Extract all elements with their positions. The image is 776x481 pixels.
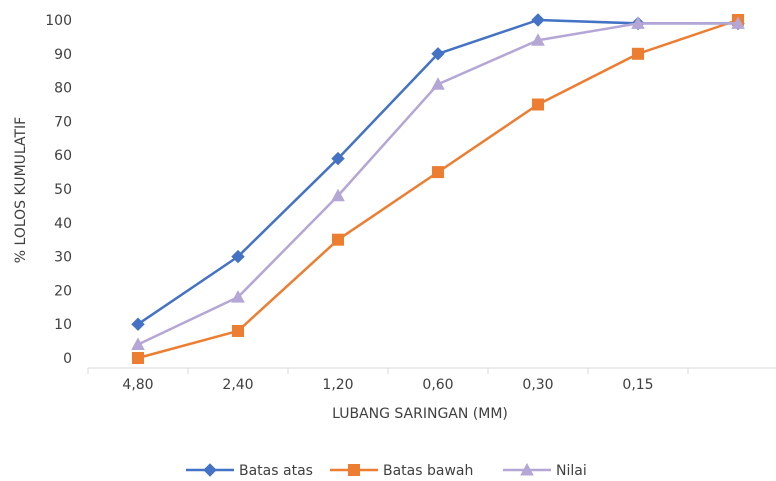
y-tick-label: 70 — [54, 114, 72, 130]
data-point — [131, 317, 145, 331]
x-tick-label: 0,30 — [522, 377, 553, 393]
legend: Batas atas Batas bawah Nilai — [186, 462, 587, 479]
legend-marker — [203, 463, 217, 477]
data-point — [131, 337, 145, 350]
y-tick-label: 100 — [45, 13, 72, 29]
data-point — [332, 233, 344, 246]
x-tick-label: 0,60 — [422, 377, 453, 393]
data-point — [331, 188, 345, 202]
legend-label: Batas bawah — [383, 463, 473, 479]
x-tick-label: 2,40 — [222, 377, 253, 393]
series-batas-bawah — [132, 14, 744, 364]
legend-marker — [520, 462, 534, 476]
y-axis-ticks: 0 10 20 30 40 50 60 70 80 90 100 — [45, 13, 72, 367]
data-point — [231, 290, 245, 303]
data-point — [331, 151, 345, 166]
x-tick-label: 1,20 — [322, 377, 353, 393]
y-tick-label: 40 — [54, 216, 72, 232]
y-tick-label: 60 — [54, 148, 72, 164]
data-point — [132, 352, 144, 364]
data-point — [531, 13, 545, 27]
y-axis-title: % LOLOS KUMULATIF — [13, 117, 29, 263]
data-point — [431, 77, 445, 90]
x-tick-label: 0,15 — [622, 377, 653, 393]
data-point — [731, 16, 745, 29]
data-point — [532, 98, 544, 111]
legend-marker — [348, 464, 360, 476]
x-tick-label: 4,80 — [122, 377, 153, 393]
legend-item: Batas bawah — [330, 463, 473, 479]
y-tick-label: 20 — [54, 283, 72, 299]
y-tick-label: 90 — [54, 47, 72, 63]
data-point — [531, 33, 545, 46]
y-tick-label: 80 — [54, 81, 72, 97]
x-axis-title: LUBANG SARINGAN (MM) — [332, 406, 508, 422]
data-point — [231, 249, 245, 264]
y-tick-label: 30 — [54, 250, 72, 266]
data-point — [431, 47, 445, 61]
y-tick-label: 50 — [54, 182, 72, 198]
y-tick-label: 0 — [63, 351, 72, 367]
legend-item: Nilai — [503, 462, 587, 479]
data-point — [631, 16, 645, 29]
series-nilai — [131, 16, 745, 350]
data-point — [432, 166, 444, 179]
series-layer — [131, 13, 745, 364]
series-line — [137, 18, 739, 360]
legend-label: Batas atas — [239, 463, 313, 479]
legend-item: Batas atas — [186, 463, 313, 479]
y-tick-label: 10 — [54, 317, 72, 333]
legend-label: Nilai — [556, 463, 587, 479]
x-axis: 4,80 2,40 1,20 0,60 0,30 0,15 — [87, 367, 776, 393]
data-point — [632, 47, 644, 60]
series-line — [137, 22, 738, 346]
data-point — [232, 324, 244, 337]
